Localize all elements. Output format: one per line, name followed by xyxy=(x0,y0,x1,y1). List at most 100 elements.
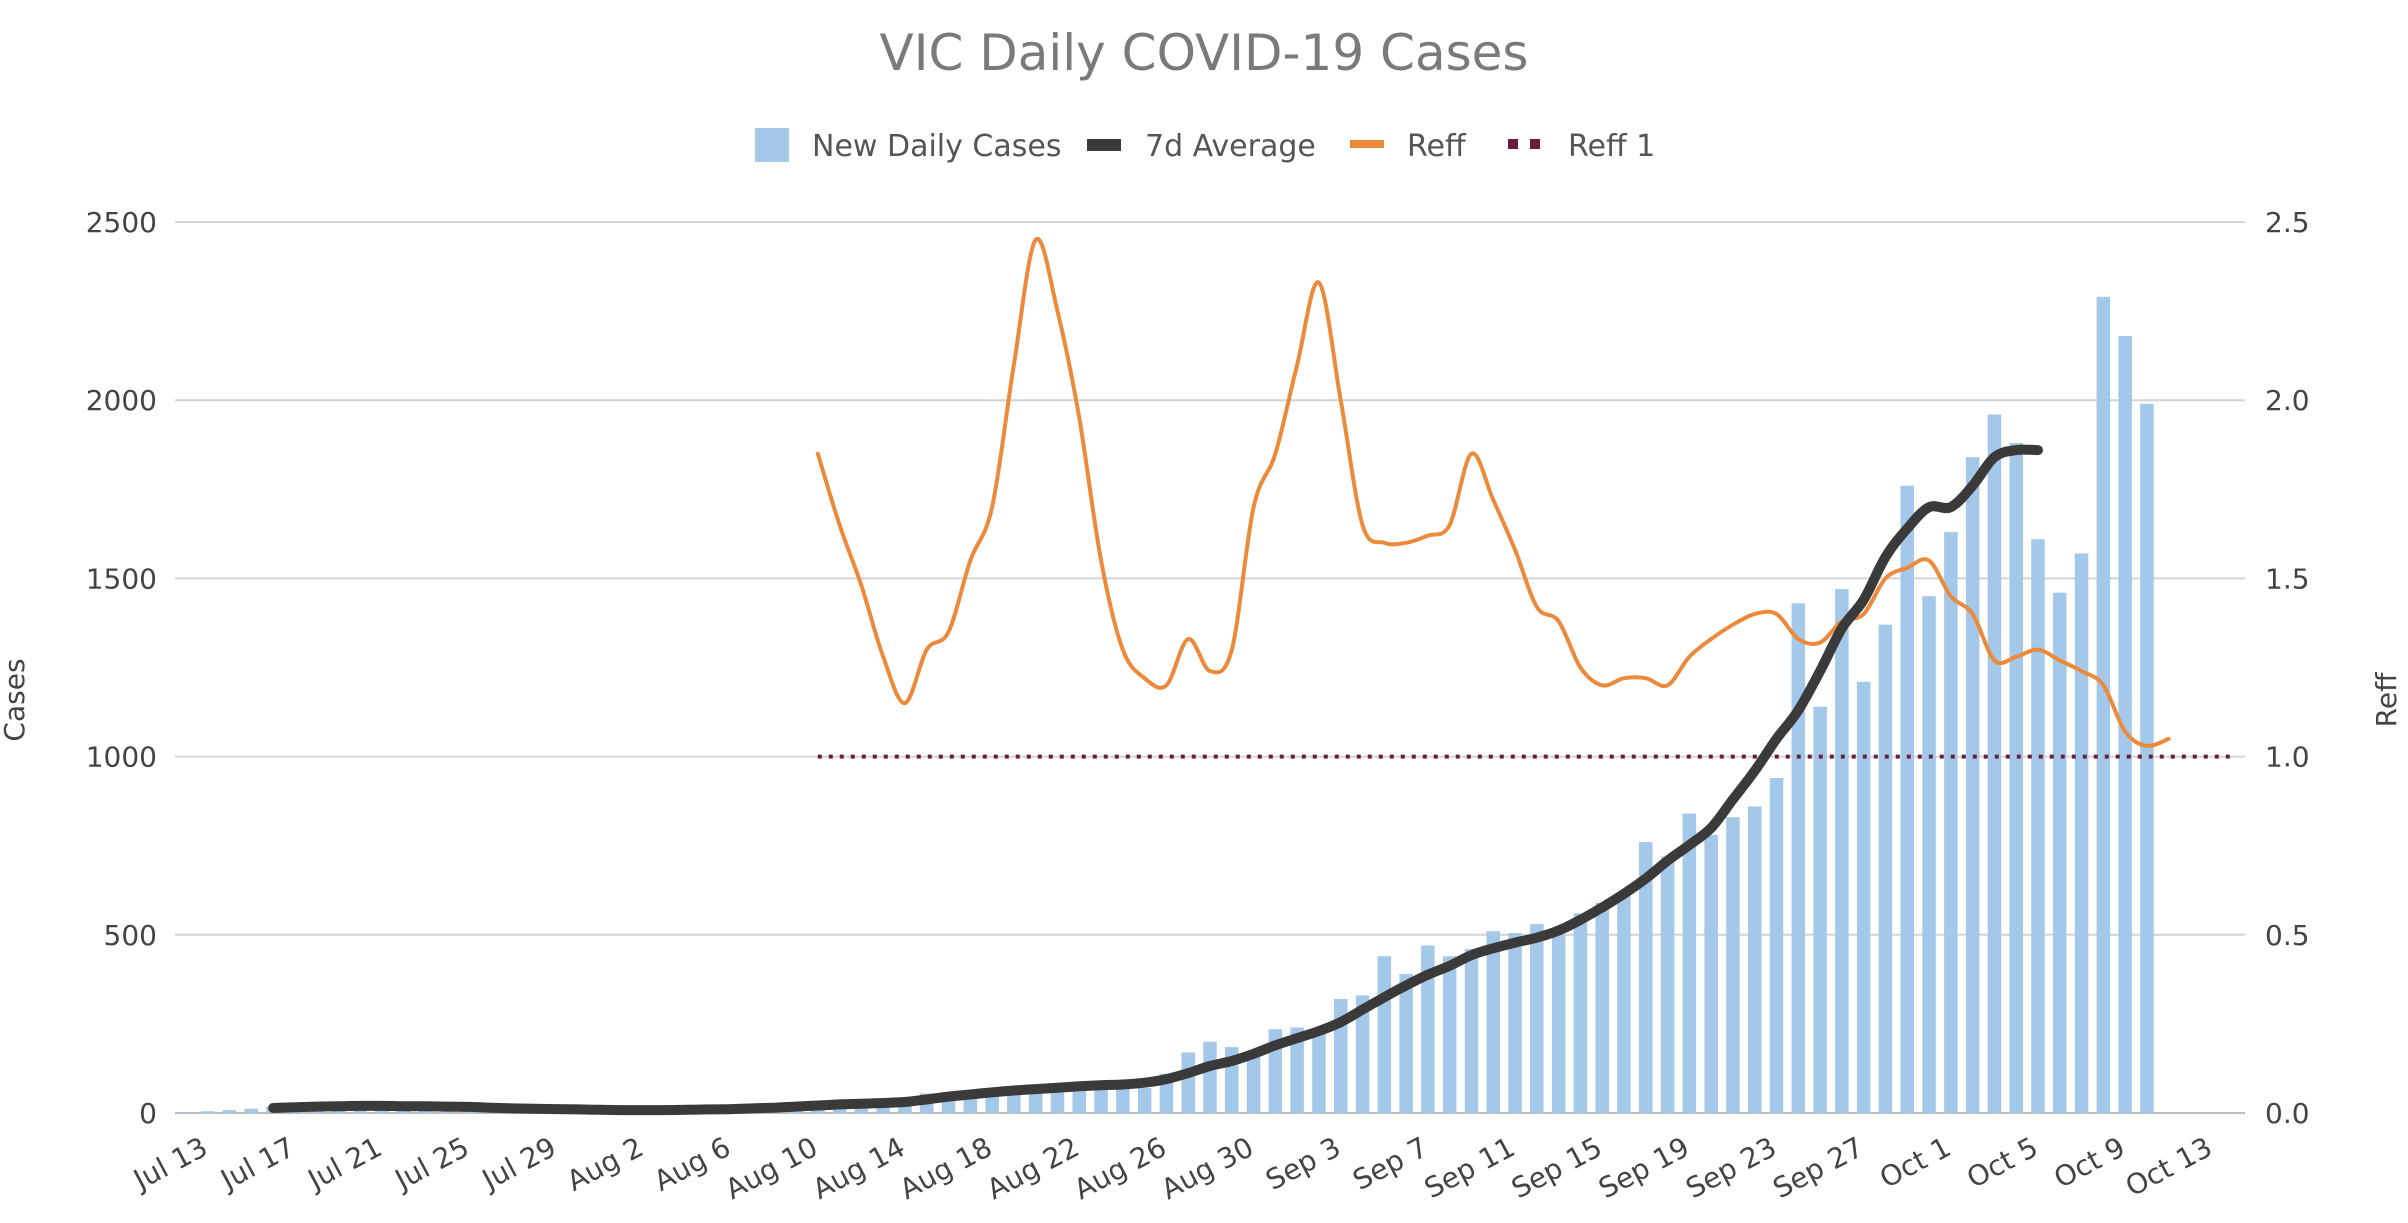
bar xyxy=(1987,414,2002,1113)
bar xyxy=(1769,778,1784,1113)
bar xyxy=(1835,589,1849,1113)
x-tick-label: Aug 2 xyxy=(561,1130,648,1197)
legend-label-new-daily-cases: New Daily Cases xyxy=(812,129,1061,164)
x-tick-label: Jul 29 xyxy=(475,1130,561,1197)
bar xyxy=(244,1108,258,1113)
x-tick-label: Oct 5 xyxy=(1961,1130,2043,1194)
bar xyxy=(1551,934,1566,1113)
bar xyxy=(1726,817,1740,1113)
bar xyxy=(1791,603,1806,1113)
bar xyxy=(1856,681,1871,1113)
legend-swatch-reff xyxy=(1350,140,1384,148)
chart-title: VIC Daily COVID-19 Cases xyxy=(880,24,1529,82)
y-left-tick-label: 2500 xyxy=(86,206,157,239)
legend-label-7d-average: 7d Average xyxy=(1145,129,1316,164)
y-left-tick-label: 1500 xyxy=(86,562,157,595)
average-line xyxy=(268,444,2043,1116)
y-left-tick-label: 1000 xyxy=(86,741,157,774)
bar xyxy=(1900,485,1914,1113)
x-tick-label: Oct 1 xyxy=(1874,1130,1956,1194)
bar xyxy=(200,1111,215,1113)
bar xyxy=(1682,813,1697,1113)
bar-series-new-daily-cases xyxy=(179,296,2154,1113)
bar xyxy=(1486,931,1500,1113)
legend-item-reff[interactable]: Reff xyxy=(1350,129,1467,164)
bar xyxy=(222,1110,237,1113)
bar xyxy=(2140,403,2154,1113)
reff-series xyxy=(815,236,2171,748)
bar xyxy=(1704,835,1718,1113)
bar xyxy=(1748,806,1762,1113)
bar xyxy=(1813,706,1827,1113)
y-axis-left-ticks: 0 500 1000 1500 2000 2500 xyxy=(86,206,157,1130)
bar xyxy=(2053,592,2067,1113)
legend-item-7d-average[interactable]: 7d Average xyxy=(1087,129,1316,164)
x-tick-label: Jul 17 xyxy=(214,1130,300,1197)
y-right-tick-label: 0.0 xyxy=(2265,1097,2310,1130)
y-right-tick-label: 1.0 xyxy=(2265,741,2310,774)
x-axis-ticks: Jul 13 Jul 17 Jul 21 Jul 25 Jul 29 Aug 2 Aug 6… xyxy=(127,1130,2218,1206)
y-axis-title-right: Reff xyxy=(2370,672,2403,727)
bar xyxy=(1944,532,1958,1113)
x-tick-label: Jul 21 xyxy=(301,1130,387,1197)
x-tick-label: Aug 18 xyxy=(894,1130,997,1206)
x-tick-label: Sep 27 xyxy=(1768,1130,1869,1205)
bar xyxy=(1399,974,1413,1113)
y-right-tick-label: 2.0 xyxy=(2265,384,2310,417)
bar xyxy=(1617,892,1631,1113)
y-left-tick-label: 0 xyxy=(139,1097,157,1130)
y-left-tick-label: 500 xyxy=(104,919,157,952)
bar xyxy=(1203,1041,1217,1113)
x-tick-label: Jul 13 xyxy=(127,1130,213,1197)
bar xyxy=(1660,856,1675,1113)
bar xyxy=(1922,596,1936,1113)
bar xyxy=(1312,1032,1326,1113)
x-tick-label: Aug 26 xyxy=(1069,1130,1172,1206)
legend-swatch-7d-average xyxy=(1087,139,1121,151)
legend-label-reff: Reff xyxy=(1407,129,1467,164)
x-tick-label: Oct 13 xyxy=(2120,1130,2218,1203)
bar xyxy=(1878,624,1893,1113)
legend-swatch-reff-1-dot-a xyxy=(1508,139,1518,149)
bar xyxy=(1028,1091,1043,1113)
y-right-tick-label: 0.5 xyxy=(2265,919,2310,952)
x-tick-label: Sep 23 xyxy=(1680,1130,1781,1205)
x-tick-label: Sep 15 xyxy=(1506,1130,1607,1205)
x-tick-label: Sep 11 xyxy=(1419,1130,1520,1205)
gridlines xyxy=(175,221,2245,1114)
x-tick-label: Aug 22 xyxy=(981,1130,1084,1206)
bar xyxy=(1050,1088,1065,1113)
reff-line xyxy=(815,236,2171,748)
bar xyxy=(1094,1084,1108,1113)
bar xyxy=(1137,1088,1152,1113)
bar xyxy=(1464,949,1479,1113)
y-right-tick-label: 1.5 xyxy=(2265,562,2310,595)
x-tick-label: Sep 3 xyxy=(1260,1130,1346,1196)
bar xyxy=(179,1112,193,1113)
legend-swatch-new-daily-cases xyxy=(755,128,789,162)
x-tick-label: Sep 19 xyxy=(1593,1130,1694,1205)
x-tick-label: Aug 30 xyxy=(1156,1130,1259,1206)
bar xyxy=(1595,902,1609,1113)
x-tick-label: Aug 14 xyxy=(807,1130,910,1206)
legend-item-reff-1[interactable]: Reff 1 xyxy=(1508,129,1655,164)
y-axis-title-left: Cases xyxy=(0,658,31,741)
y-left-tick-label: 2000 xyxy=(86,384,157,417)
y-axis-right-ticks: 0.0 0.5 1.0 1.5 2.0 2.5 xyxy=(2265,206,2310,1130)
x-tick-label: Oct 9 xyxy=(2049,1130,2131,1194)
bar xyxy=(1290,1027,1304,1113)
legend-item-new-daily-cases[interactable]: New Daily Cases xyxy=(755,128,1061,164)
average-series xyxy=(268,444,2043,1116)
y-right-tick-label: 2.5 xyxy=(2265,206,2310,239)
bar xyxy=(2096,296,2111,1113)
bar xyxy=(1072,1086,1086,1113)
bar xyxy=(1355,995,1370,1113)
bar xyxy=(2074,553,2089,1113)
legend: New Daily Cases 7d Average Reff Reff 1 xyxy=(755,128,1655,164)
bar xyxy=(2031,539,2045,1113)
x-tick-label: Aug 6 xyxy=(649,1130,736,1197)
x-tick-label: Sep 7 xyxy=(1347,1130,1433,1196)
bar xyxy=(1421,945,1435,1113)
